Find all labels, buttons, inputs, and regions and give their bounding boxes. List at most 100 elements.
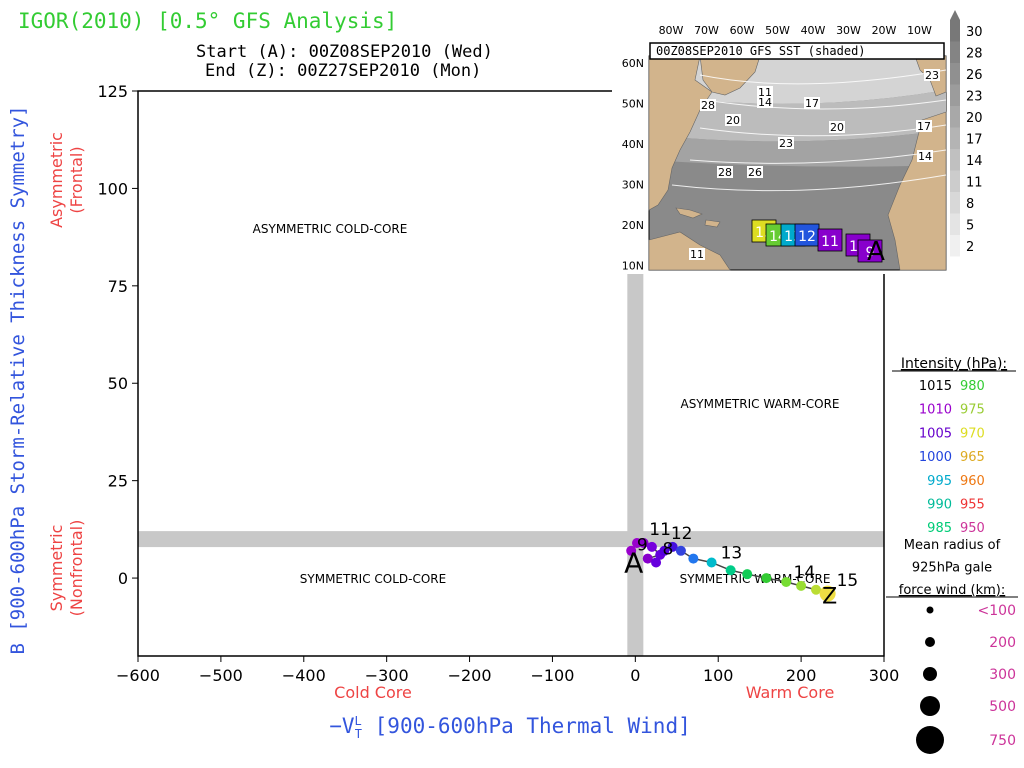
- inset-title: 00Z08SEP2010 GFS SST (shaded): [656, 44, 866, 58]
- track-label: 15: [837, 571, 859, 591]
- track-point: [642, 553, 653, 564]
- y-side-label-top-line: (Frontal): [67, 146, 86, 213]
- sst-label-box: [689, 248, 705, 260]
- track-point: [646, 541, 657, 552]
- sst-scale-swatch: [950, 235, 960, 257]
- sst-scale-cap: [950, 10, 960, 20]
- track-point: [725, 565, 736, 576]
- sst-label-box: [924, 69, 940, 81]
- sst-color-scale: 30 28 26 23 20 17 14 11 8 5 2: [950, 10, 983, 257]
- radius-legend: Mean radius of 925hPa gale force wind (km)…: [886, 538, 1018, 754]
- inset-track-box: [857, 239, 883, 263]
- start-time: Start (A): 00Z08SEP2010 (Wed): [196, 42, 493, 62]
- radius-legend-dot: [923, 667, 937, 681]
- inset-lat-labels: 60N 50N 40N 30N 20N 10N: [622, 57, 644, 273]
- sst-label-box: [725, 114, 741, 126]
- x-tick-label: 200: [786, 666, 817, 685]
- track-label: 11: [649, 520, 671, 540]
- intensity-value-left: 1000: [919, 450, 952, 465]
- track-label: 14: [794, 563, 816, 583]
- chart-title: IGOR(2010) [0.5° GFS Analysis]: [18, 9, 397, 33]
- intensity-value-right: 970: [960, 426, 985, 441]
- symmetry-band: [138, 531, 884, 548]
- sst-scale-label: 17: [966, 133, 983, 148]
- intensity-value-right: 955: [960, 498, 985, 513]
- x-tick-label: −100: [530, 666, 574, 685]
- sst-scale-swatch: [950, 192, 960, 214]
- inset-lon-label: 50W: [765, 24, 790, 37]
- inset-lat-label: 10N: [622, 260, 644, 273]
- radius-legend-label: 300: [989, 667, 1016, 683]
- track-point: [819, 585, 836, 602]
- radius-legend-dot: [926, 606, 934, 614]
- track-label: 8: [663, 540, 674, 560]
- x-axis-label: −VL T [900-600hPa Thermal Wind]: [329, 714, 691, 741]
- sst-label: 26: [748, 166, 762, 179]
- radius-legend-label: 750: [989, 733, 1016, 749]
- intensity-value-left: 990: [927, 498, 952, 513]
- sst-contour: [704, 99, 947, 110]
- sst-label: 14: [758, 96, 772, 109]
- sst-label: 17: [917, 120, 931, 133]
- y-tick-label: 50: [108, 374, 128, 393]
- x-axis-label-rest: [900-600hPa Thermal Wind]: [362, 714, 691, 738]
- sst-scale-label: 20: [966, 111, 983, 126]
- y-tick-label: 75: [108, 277, 128, 296]
- y-tick-label: 25: [108, 472, 128, 491]
- sst-scale-label: 23: [966, 90, 983, 105]
- x-tick-label: −400: [282, 666, 326, 685]
- sst-label-box: [804, 97, 820, 109]
- sst-scale-swatch: [950, 149, 960, 171]
- track-point: [667, 541, 678, 552]
- sst-label-box: [757, 86, 773, 98]
- x-side-label-left: Cold Core: [334, 683, 412, 702]
- inset-lat-label: 30N: [622, 179, 644, 192]
- sst-scale-swatch: [950, 41, 960, 63]
- end-time: End (Z): 00Z27SEP2010 (Mon): [205, 61, 481, 81]
- sst-label-box: [700, 99, 716, 111]
- start-marker: A: [624, 547, 643, 580]
- sst-label: 14: [918, 150, 932, 163]
- track-point: [626, 545, 637, 556]
- quadrant-label: ASYMMETRIC WARM-CORE: [680, 397, 839, 411]
- radius-legend-dot: [920, 696, 940, 716]
- intensity-value-right: 980: [960, 379, 985, 394]
- x-axis-label-prefix: −V: [329, 714, 355, 738]
- sst-scale-swatch: [950, 127, 960, 149]
- track-point: [688, 553, 699, 564]
- sst-label: 20: [726, 114, 740, 127]
- inset-lon-label: 70W: [694, 24, 719, 37]
- inset-title-box: [649, 42, 945, 60]
- sst-scale-swatch: [950, 213, 960, 235]
- intensity-value-left: 1015: [919, 379, 952, 394]
- radius-legend-dot: [916, 726, 944, 754]
- track-point: [781, 576, 792, 587]
- radius-legend-label: 200: [989, 635, 1016, 651]
- y-tick-label: 125: [97, 82, 128, 101]
- y-side-label-top-line: Asymmetric: [47, 132, 66, 228]
- sst-scale-swatch: [950, 84, 960, 106]
- intensity-value-left: 1010: [919, 403, 952, 418]
- sst-label: 11: [758, 86, 772, 99]
- y-side-label-bottom-line: Symmetric: [47, 525, 66, 612]
- inset-lat-label: 50N: [622, 98, 644, 111]
- x-tick-label: 0: [630, 666, 640, 685]
- sst-label-box: [829, 121, 845, 133]
- track-point: [675, 545, 686, 556]
- inset-lat-label: 20N: [622, 219, 644, 232]
- track-point: [742, 569, 753, 580]
- intensity-value-right: 960: [960, 474, 985, 489]
- sst-scale-swatch: [950, 63, 960, 85]
- inset-lon-label: 20W: [872, 24, 897, 37]
- land-caribbean: [675, 207, 721, 228]
- inset-track-label: 9: [866, 245, 875, 261]
- x-tick-label: −200: [448, 666, 492, 685]
- quadrant-label: SYMMETRIC WARM-CORE: [680, 572, 831, 586]
- intensity-value-right: 950: [960, 521, 985, 536]
- y-side-label-bottom: Symmetric (Nonfrontal): [47, 520, 86, 617]
- radius-legend-label: <100: [978, 603, 1016, 619]
- sst-scale-swatch: [950, 106, 960, 128]
- track-label: 13: [721, 543, 743, 563]
- x-tick-label: −600: [116, 666, 160, 685]
